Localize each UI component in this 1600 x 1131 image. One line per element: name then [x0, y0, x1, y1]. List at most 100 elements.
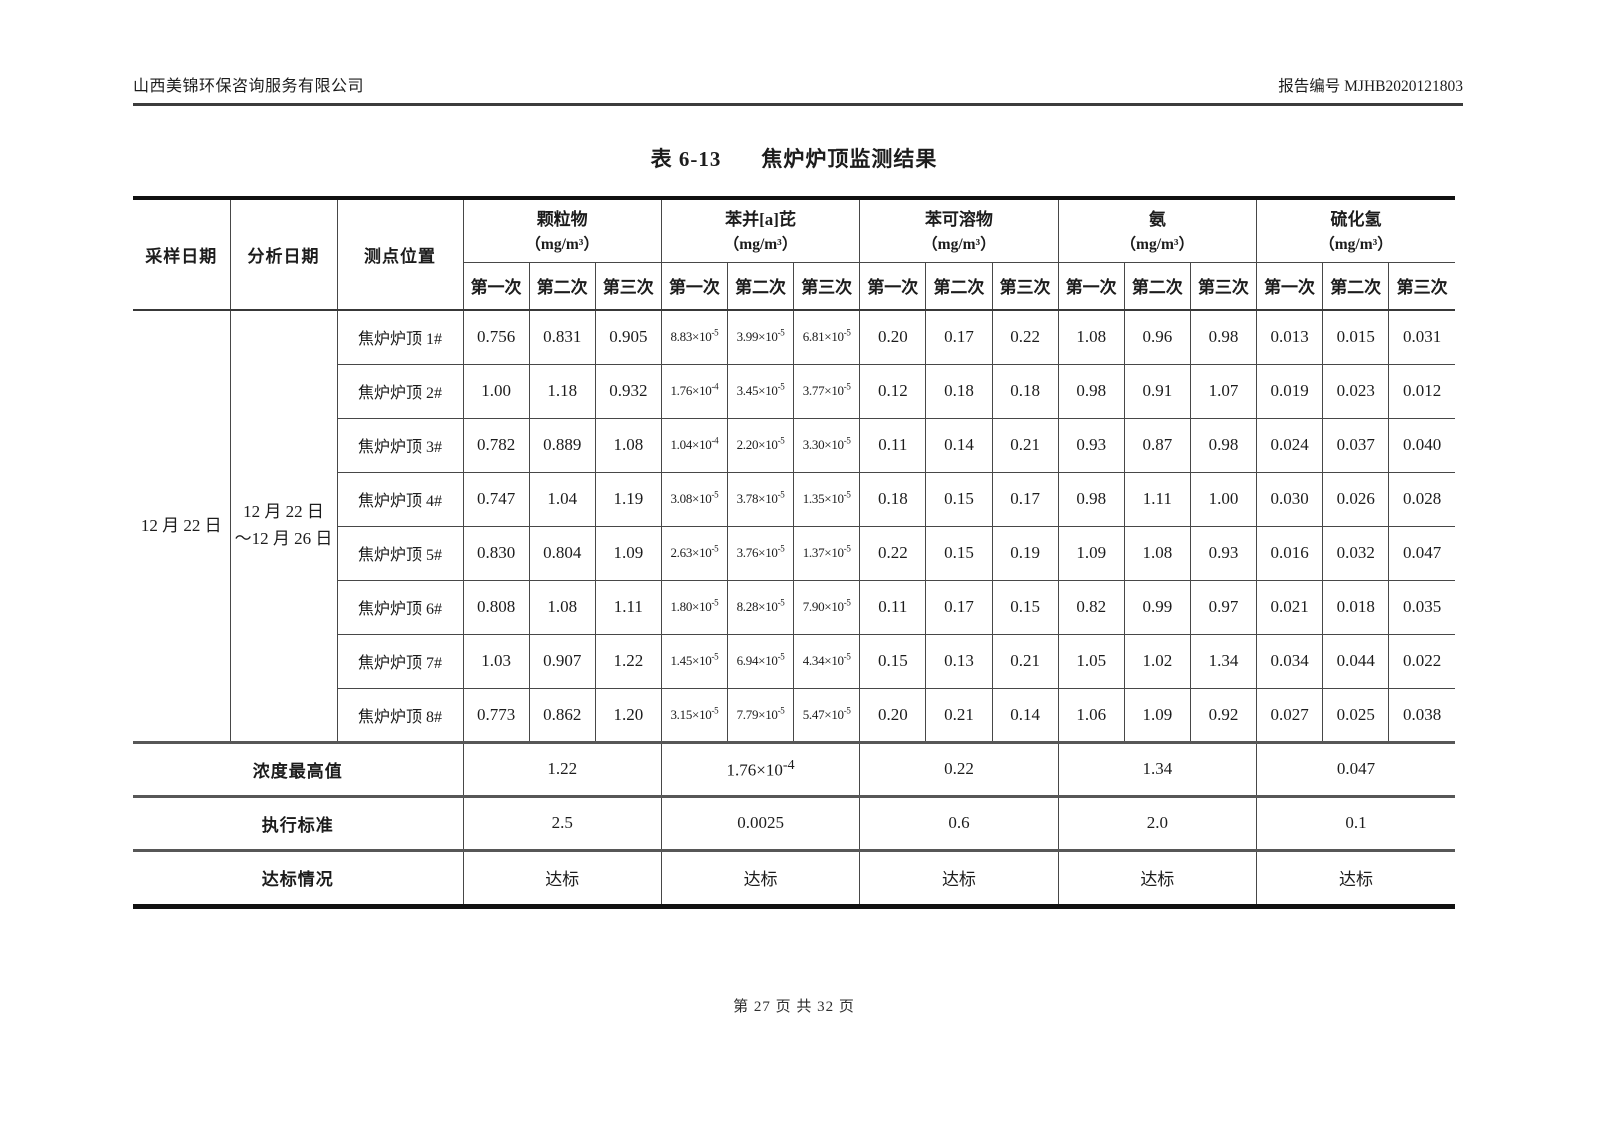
value-cell: 0.21	[991, 417, 1059, 473]
trial-header: 第一次	[660, 261, 729, 311]
value-cell: 0.044	[1322, 633, 1390, 689]
location-cell: 焦炉炉顶 6#	[336, 579, 464, 635]
value-cell: 0.021	[1255, 579, 1324, 635]
value-cell: 1.11	[1123, 471, 1191, 527]
value-cell: 0.18	[859, 471, 927, 527]
company-name: 山西美锦环保咨询服务有限公司	[133, 78, 365, 95]
group-header-benzene-soluble: 苯可溶物 （mg/m³）	[859, 199, 1059, 263]
summary-label: 执行标准	[132, 794, 464, 851]
value-cell: 0.782	[462, 417, 530, 473]
value-cell: 2.63×10-5	[660, 525, 729, 581]
value-cell: 0.773	[462, 687, 530, 743]
value-cell: 0.027	[1255, 687, 1324, 743]
col-header-location: 测点位置	[336, 199, 464, 311]
summary-value: 0.0025	[660, 794, 861, 851]
value-cell: 3.15×10-5	[660, 687, 729, 743]
value-cell: 1.08	[594, 417, 662, 473]
value-cell: 0.96	[1123, 309, 1191, 365]
value-cell: 0.17	[991, 471, 1059, 527]
analysis-date-line2: ～12 月 26 日	[234, 528, 333, 548]
value-cell: 0.034	[1255, 633, 1324, 689]
standard-row: 执行标准 2.5 0.0025 0.6 2.0 0.1	[132, 794, 1456, 851]
value-cell: 0.023	[1322, 363, 1390, 419]
value-cell: 0.20	[859, 687, 927, 743]
trial-header: 第一次	[859, 261, 927, 311]
value-cell: 0.747	[462, 471, 530, 527]
value-cell: 2.20×10-5	[726, 417, 795, 473]
table-title-text: 焦炉炉顶监测结果	[761, 147, 938, 171]
trial-header: 第二次	[1123, 261, 1191, 311]
summary-value: 达标	[1256, 848, 1456, 905]
trial-header: 第三次	[793, 261, 861, 311]
group-header-ammonia: 氨 （mg/m³）	[1057, 199, 1258, 263]
value-cell: 0.14	[991, 687, 1059, 743]
value-cell: 0.98	[1189, 309, 1258, 365]
results-table: 采样日期 分析日期 测点位置 颗粒物 （mg/m³） 苯并[a]芘 （mg/m³…	[132, 199, 1456, 905]
trial-header: 第一次	[1057, 261, 1125, 311]
summary-value: 0.047	[1256, 740, 1456, 797]
value-cell: 0.012	[1388, 363, 1456, 419]
table-row: 焦炉炉顶 4# 0.747 1.04 1.19 3.08×10-5 3.78×1…	[133, 471, 1456, 527]
header-trial-row: 第一次 第二次 第三次 第一次 第二次 第三次 第一次 第二次 第三次 第一次 …	[133, 261, 1456, 311]
table-row: 12 月 22 日 12 月 22 日 ～12 月 26 日 焦炉炉顶 1# 0…	[132, 309, 1456, 743]
summary-value: 达标	[859, 848, 1059, 905]
trial-header: 第一次	[462, 261, 530, 311]
value-cell: 3.77×10-5	[793, 363, 861, 419]
value-cell: 1.04	[528, 471, 596, 527]
trial-header: 第三次	[1189, 261, 1258, 311]
summary-value: 2.0	[1057, 794, 1258, 851]
location-cell: 焦炉炉顶 2#	[336, 363, 464, 419]
group-name: 氨	[1148, 209, 1166, 229]
value-cell: 1.06	[1057, 687, 1125, 743]
value-cell: 0.047	[1388, 525, 1456, 581]
value-cell: 0.024	[1255, 417, 1324, 473]
value-cell: 0.11	[859, 417, 927, 473]
value-cell: 0.17	[925, 579, 993, 635]
summary-value: 0.1	[1256, 794, 1456, 851]
page-number: 第 27 页 共 32 页	[733, 999, 855, 1015]
value-cell: 1.02	[1123, 633, 1191, 689]
value-cell: 1.08	[1123, 525, 1191, 581]
table-row: 焦炉炉顶 8# 0.773 0.862 1.20 3.15×10-5 7.79×…	[133, 687, 1456, 743]
value-cell: 1.08	[528, 579, 596, 635]
value-cell: 1.11	[594, 579, 662, 635]
value-cell: 0.12	[859, 363, 927, 419]
value-cell: 0.14	[925, 417, 993, 473]
value-cell: 0.013	[1255, 309, 1324, 365]
value-cell: 1.04×10-4	[660, 417, 729, 473]
value-cell: 0.037	[1322, 417, 1390, 473]
value-cell: 6.81×10-5	[793, 309, 861, 365]
summary-value: 1.22	[462, 740, 662, 797]
trial-header: 第二次	[726, 261, 795, 311]
location-cell: 焦炉炉顶 4#	[336, 471, 464, 527]
value-cell: 1.09	[594, 525, 662, 581]
value-cell: 4.34×10-5	[793, 633, 861, 689]
value-cell: 0.91	[1123, 363, 1191, 419]
summary-value: 0.22	[859, 740, 1059, 797]
value-cell: 0.15	[991, 579, 1059, 635]
value-cell: 1.05	[1057, 633, 1125, 689]
location-cell: 焦炉炉顶 1#	[336, 309, 464, 365]
group-header-hydrogen-sulfide: 硫化氢 （mg/m³）	[1256, 199, 1456, 263]
value-cell: 0.15	[859, 633, 927, 689]
value-cell: 0.99	[1123, 579, 1191, 635]
trial-header: 第二次	[1322, 261, 1390, 311]
value-cell: 0.87	[1123, 417, 1191, 473]
value-cell: 3.76×10-5	[726, 525, 795, 581]
value-cell: 1.03	[462, 633, 530, 689]
value-cell: 0.82	[1057, 579, 1125, 635]
value-cell: 0.20	[859, 309, 927, 365]
group-name: 苯可溶物	[924, 209, 993, 229]
location-cell: 焦炉炉顶 8#	[336, 687, 464, 743]
value-cell: 0.98	[1057, 363, 1125, 419]
page-header: 山西美锦环保咨询服务有限公司 报告编号 MJHB2020121803	[133, 72, 1463, 106]
value-cell: 1.08	[1057, 309, 1125, 365]
group-name: 颗粒物	[536, 209, 588, 229]
value-cell: 0.17	[925, 309, 993, 365]
value-cell: 0.98	[1057, 471, 1125, 527]
value-cell: 1.76×10-4	[660, 363, 729, 419]
group-unit: （mg/m³）	[1319, 235, 1393, 253]
value-cell: 5.47×10-5	[793, 687, 861, 743]
value-cell: 0.018	[1322, 579, 1390, 635]
location-cell: 焦炉炉顶 3#	[336, 417, 464, 473]
